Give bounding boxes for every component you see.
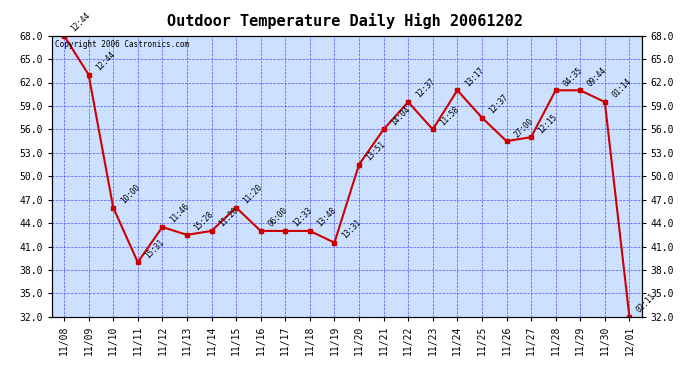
- Text: Copyright 2006 Castronics.com: Copyright 2006 Castronics.com: [55, 40, 189, 49]
- Text: 11:20: 11:20: [217, 206, 240, 229]
- Text: 02:11: 02:11: [635, 292, 658, 315]
- Text: 09:44: 09:44: [586, 65, 609, 88]
- Text: 01:14: 01:14: [611, 77, 633, 100]
- Text: 11:20: 11:20: [241, 183, 264, 206]
- Text: 06:00: 06:00: [266, 206, 289, 229]
- Text: 15:28: 15:28: [193, 210, 215, 232]
- Text: 04:35: 04:35: [561, 65, 584, 88]
- Text: 11:46: 11:46: [168, 202, 190, 225]
- Text: 27:00: 27:00: [512, 116, 535, 139]
- Text: 15:31: 15:31: [144, 237, 166, 260]
- Text: 12:44: 12:44: [94, 50, 117, 72]
- Text: 13:51: 13:51: [364, 140, 387, 162]
- Text: 13:17: 13:17: [463, 65, 486, 88]
- Text: Outdoor Temperature Daily High 20061202: Outdoor Temperature Daily High 20061202: [167, 13, 523, 29]
- Text: 12:37: 12:37: [487, 93, 510, 116]
- Text: 10:00: 10:00: [119, 183, 141, 206]
- Text: 13:31: 13:31: [340, 218, 363, 240]
- Text: 12:44: 12:44: [70, 11, 92, 33]
- Text: 12:33: 12:33: [290, 206, 313, 229]
- Text: 14:04: 14:04: [389, 105, 412, 127]
- Text: 11:58: 11:58: [438, 105, 461, 127]
- Text: 12:15: 12:15: [537, 112, 560, 135]
- Text: 13:48: 13:48: [315, 206, 338, 229]
- Text: 12:37: 12:37: [414, 77, 437, 100]
